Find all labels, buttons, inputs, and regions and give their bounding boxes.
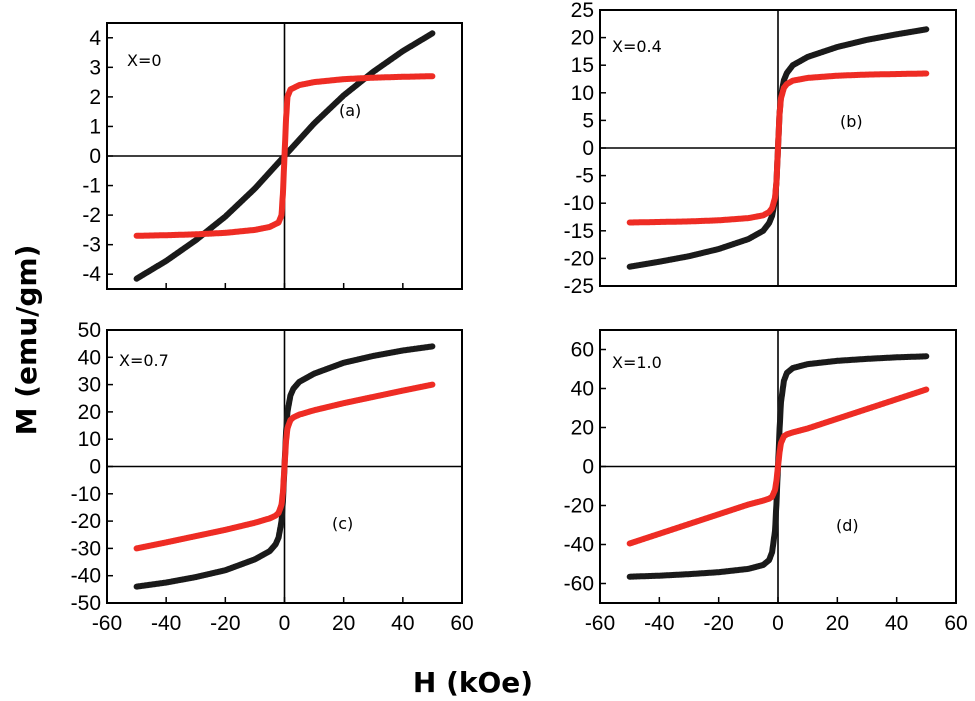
x-tick-label: -60 <box>92 0 122 5</box>
y-tick-label: -10 <box>564 192 594 215</box>
x-tick-label: 0 <box>772 612 784 635</box>
x-tick-label: -60 <box>92 612 122 635</box>
x-tick-label: 20 <box>332 612 355 635</box>
y-tick-label: -30 <box>71 537 101 560</box>
x-tick-label: 0 <box>279 612 291 635</box>
y-tick-label: 20 <box>571 27 594 50</box>
y-tick-label: 25 <box>571 0 594 22</box>
y-tick-label: 30 <box>78 374 101 397</box>
x-tick-label: -60 <box>585 612 615 635</box>
y-tick-label: 20 <box>571 417 594 440</box>
y-tick-label: -25 <box>564 275 594 298</box>
y-tick-label: 0 <box>89 145 101 168</box>
series-line-red <box>626 70 930 226</box>
y-tick-label: -60 <box>564 573 594 596</box>
composition-label: X=0.7 <box>119 351 169 370</box>
x-tick-label: -20 <box>210 612 240 635</box>
y-tick-label: 10 <box>78 428 101 451</box>
y-tick-label: 5 <box>582 109 594 132</box>
y-tick-label: 1 <box>89 115 101 138</box>
x-axis-title: H (kOe) <box>413 666 533 699</box>
composition-label: X=0.4 <box>612 37 662 56</box>
y-tick-label: 60 <box>571 339 594 362</box>
x-tick-label: -20 <box>703 612 733 635</box>
panel-a: -4 -3 -2 -1 0 1 2 3 4 -60 -40 -20 0 20 40 60 X=0 (a) <box>82 0 474 290</box>
y-tick-label: -1 <box>82 175 101 198</box>
y-axis-title: M (emu/gm) <box>10 245 43 436</box>
panel-label: (d) <box>836 516 859 535</box>
x-tick-label: 20 <box>826 612 849 635</box>
y-tick-label: 50 <box>78 319 101 342</box>
y-tick-label: -15 <box>564 220 594 243</box>
y-tick-label: -20 <box>564 247 594 270</box>
y-tick-label: -4 <box>82 263 101 286</box>
x-tick-label: -40 <box>151 612 181 635</box>
y-tick-label: 40 <box>571 378 594 401</box>
y-tick-label: -50 <box>71 592 101 615</box>
panel-label: (b) <box>840 112 863 131</box>
y-tick-label: -40 <box>564 534 594 557</box>
composition-label: X=0 <box>127 51 162 70</box>
x-tick-label: -20 <box>210 0 240 5</box>
y-tick-label: 40 <box>78 346 101 369</box>
x-tick-label: 60 <box>944 612 967 635</box>
y-tick-label: 3 <box>89 56 101 79</box>
y-tick-label: -3 <box>82 234 101 257</box>
y-tick-label: 0 <box>582 137 594 160</box>
x-tick-label: 40 <box>391 0 414 5</box>
panel-b: -25 -20 -15 -10 -5 0 5 10 15 20 25 X=0.4 (b) <box>564 0 957 298</box>
x-tick-label: 60 <box>450 0 473 5</box>
composition-label: X=1.0 <box>612 353 662 372</box>
y-tick-label: 15 <box>571 54 594 77</box>
y-tick-label: 0 <box>89 456 101 479</box>
y-tick-label: 10 <box>571 82 594 105</box>
x-tick-label: 0 <box>279 0 291 5</box>
y-tick-label: -20 <box>564 495 594 518</box>
y-tick-label: 0 <box>582 456 594 479</box>
y-tick-label: 4 <box>89 27 101 50</box>
y-tick-label: -20 <box>71 510 101 533</box>
panel-label: (a) <box>339 101 361 120</box>
y-tick-label: -2 <box>82 204 101 227</box>
x-tick-label: 40 <box>391 612 414 635</box>
series-line-red <box>133 381 436 552</box>
panel-label: (c) <box>332 514 353 533</box>
x-tick-label: 40 <box>885 612 908 635</box>
y-tick-label: 20 <box>78 401 101 424</box>
x-tick-label: -40 <box>151 0 181 5</box>
y-tick-label: -10 <box>71 483 101 506</box>
x-tick-label: -40 <box>644 612 674 635</box>
series-line-red <box>133 73 436 239</box>
x-tick-label: 60 <box>450 612 473 635</box>
panel-d: -60 -40 -20 0 20 40 60 -60 -40 -20 0 20 40 60 X=1.0 (d) <box>564 329 968 635</box>
series-line-red <box>626 386 930 547</box>
panel-c: -50 -40 -30 -20 -10 0 10 20 30 40 50 -60 -40 -20 0 20 40… <box>71 319 474 635</box>
y-tick-label: -5 <box>575 165 594 188</box>
y-tick-label: -40 <box>71 565 101 588</box>
y-tick-label: 2 <box>89 86 101 109</box>
x-tick-label: 20 <box>332 0 355 5</box>
